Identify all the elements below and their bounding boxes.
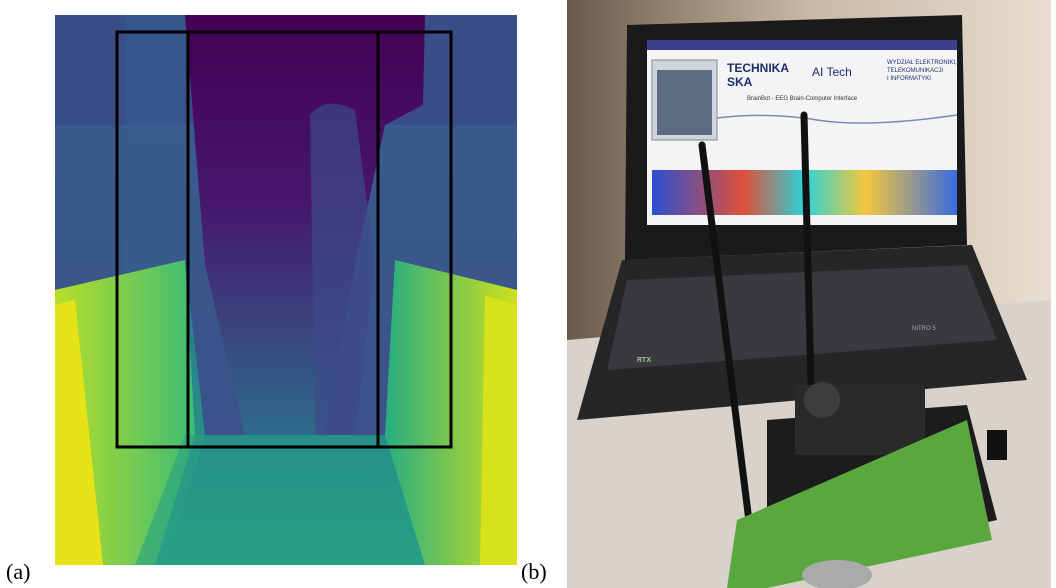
screen-text: TELEKOMUNIKACJI xyxy=(887,68,943,74)
panel-label: (b) xyxy=(521,559,547,585)
screen-text: AI Tech xyxy=(812,65,852,79)
screen-text: SKA xyxy=(727,75,753,89)
screen-text: WYDZIAŁ ELEKTRONIKI, xyxy=(887,60,957,66)
laptop-text: NITRO 5 xyxy=(912,326,936,332)
screen-text: I INFORMATYKI xyxy=(887,76,931,82)
figure: TECHNIKA SKA AI Tech WYDZIAŁ ELEKTRONIKI… xyxy=(0,0,1056,588)
screen-text: TECHNIKA xyxy=(727,61,789,75)
panel-label: (a) xyxy=(6,559,30,585)
depth-map xyxy=(55,15,517,565)
robot-photo: TECHNIKA SKA AI Tech WYDZIAŁ ELEKTRONIKI… xyxy=(567,0,1051,588)
screen-text: BrainBot - EEG Brain-Computer Interface xyxy=(747,96,858,102)
laptop-text: RTX xyxy=(637,357,651,364)
